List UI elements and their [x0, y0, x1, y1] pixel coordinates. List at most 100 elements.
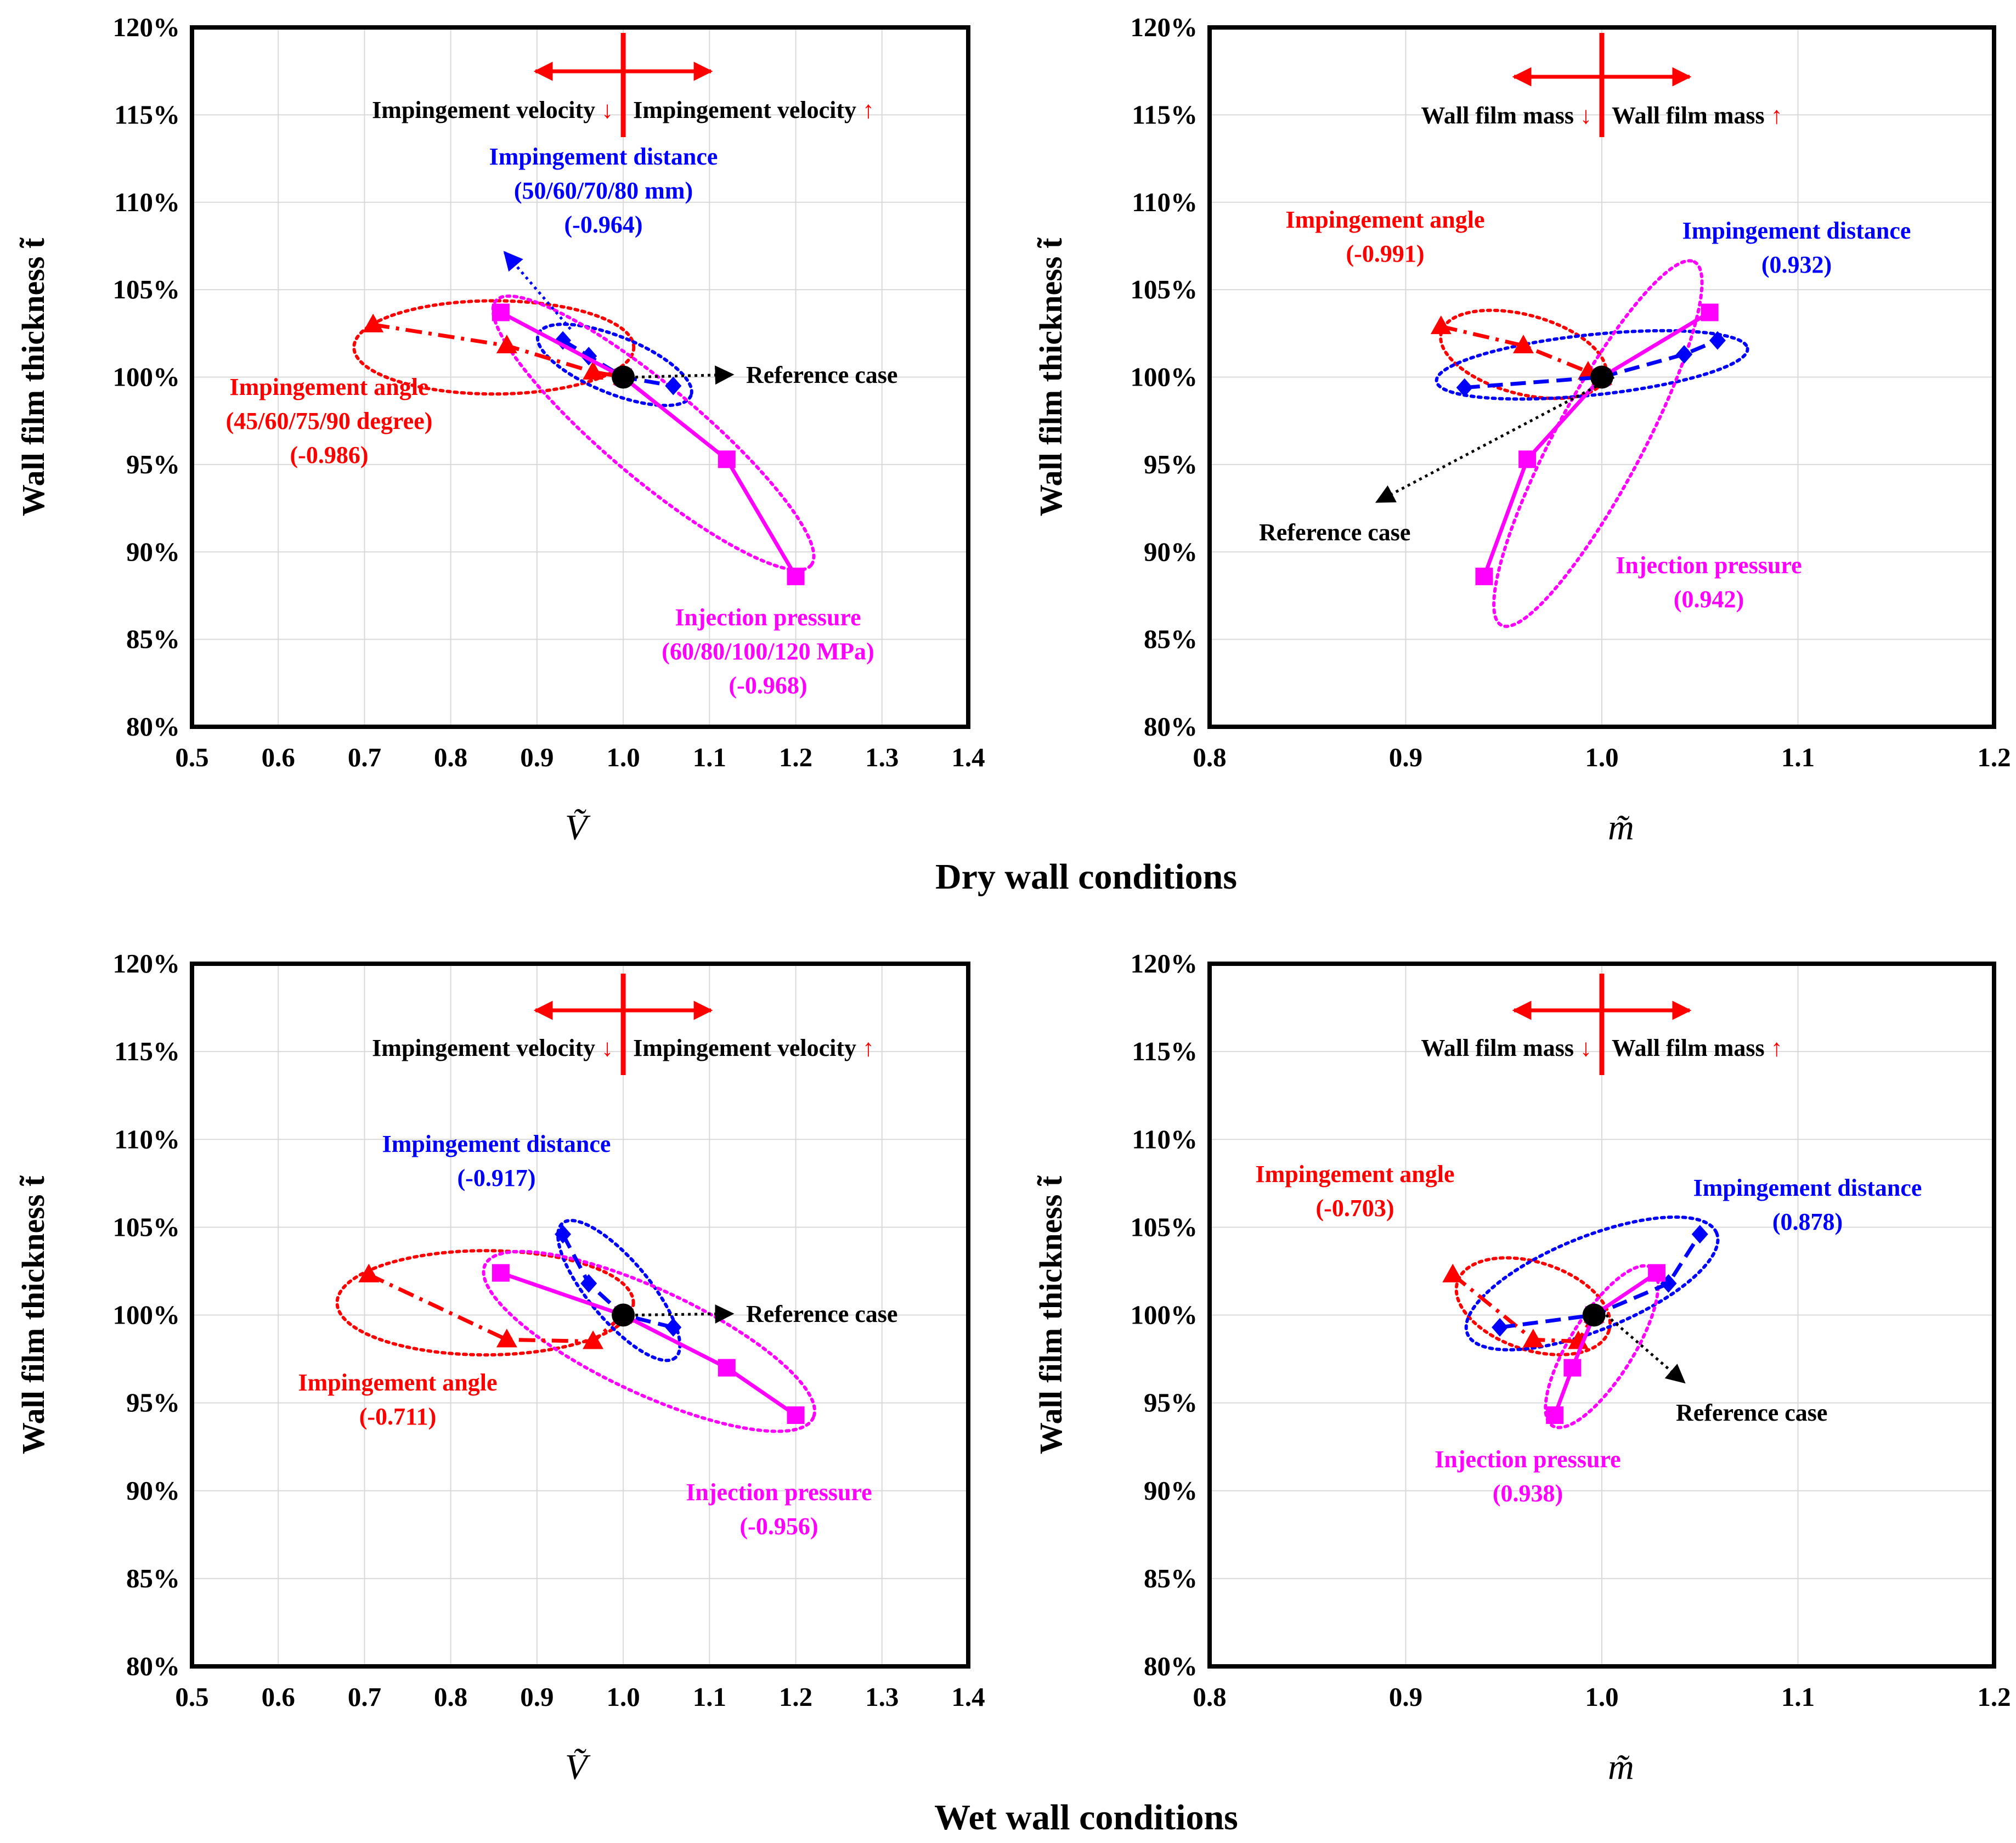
- group-ellipse: [556, 1219, 682, 1363]
- data-point-diamond: [1492, 1318, 1509, 1337]
- y-tick-label: 90%: [1144, 536, 1198, 567]
- data-point-diamond: [555, 1225, 572, 1244]
- panel-wet-velocity: 0.5 0.6 0.7 0.8 0.9 1.0 1.1 1.2 1.3 1.4 80% 85% 90% 9…: [15, 948, 985, 1787]
- data-point-square: [787, 567, 805, 585]
- y-tick-label: 95%: [1144, 449, 1198, 479]
- data-point-square: [492, 1264, 510, 1282]
- y-tick-label: 110%: [1132, 187, 1198, 217]
- series-label: (-0.968): [729, 672, 807, 699]
- y-tick-label: 80%: [126, 711, 180, 742]
- series-label: Injection pressure: [1435, 1446, 1620, 1473]
- data-point-triangle: [1430, 315, 1452, 335]
- dry-conditions-caption: Dry wall conditions: [935, 857, 1237, 897]
- x-tick-label: 0.6: [262, 742, 295, 772]
- y-tick-label: 115%: [114, 99, 180, 129]
- series-label: Impingement distance: [1693, 1174, 1922, 1201]
- y-tick-label: 115%: [114, 1036, 180, 1066]
- series-line: [372, 323, 624, 379]
- series-label: Impingement distance: [382, 1130, 611, 1157]
- series-label: Impingement distance: [489, 143, 718, 170]
- data-point-triangle: [583, 360, 604, 380]
- y-tick-label: 95%: [126, 449, 180, 479]
- reference-point: [1590, 365, 1613, 389]
- reference-label: Reference case: [746, 361, 897, 388]
- reference-arrow: [1605, 1314, 1686, 1384]
- y-tick-label: 80%: [1144, 1651, 1198, 1681]
- data-point-triangle: [1522, 1328, 1544, 1348]
- y-tick-label: 95%: [1144, 1388, 1198, 1418]
- reference-label: Reference case: [1259, 519, 1410, 546]
- data-point-square: [1563, 1359, 1582, 1377]
- y-axis-label: Wall film thickness t̃: [15, 1175, 51, 1454]
- series-line: [500, 310, 798, 578]
- data-point-square: [1648, 1264, 1666, 1282]
- y-tick-label: 95%: [126, 1388, 180, 1418]
- series-label: Injection pressure: [675, 604, 861, 631]
- data-point-square: [718, 1359, 736, 1377]
- series-label: Injection pressure: [1616, 552, 1802, 579]
- series-label: (45/60/75/90 degree): [226, 408, 433, 434]
- y-tick-label: 100%: [113, 1300, 180, 1330]
- y-tick-label: 120%: [1131, 12, 1198, 42]
- group-ellipse: [1464, 1215, 1720, 1352]
- series-label: Impingement angle: [1286, 206, 1485, 233]
- x-tick-label: 0.6: [262, 1682, 295, 1712]
- data-point-diamond: [665, 376, 682, 395]
- data-point-square: [787, 1406, 805, 1424]
- series-label: Impingement angle: [1256, 1161, 1455, 1188]
- y-tick-label: 85%: [1144, 1563, 1198, 1593]
- x-tick-label: 0.8: [434, 742, 467, 772]
- series-line: [1552, 1271, 1658, 1416]
- y-tick-label: 115%: [1132, 1036, 1198, 1066]
- y-tick-label: 85%: [126, 624, 180, 654]
- wet-conditions-caption: Wet wall conditions: [934, 1797, 1238, 1838]
- series-line: [1482, 310, 1711, 578]
- y-tick-label: 80%: [1144, 711, 1198, 742]
- x-tick-label: 0.9: [1389, 1682, 1422, 1712]
- data-point-triangle: [496, 1328, 517, 1348]
- y-tick-label: 100%: [1131, 1300, 1198, 1330]
- increase-label: Wall film mass ↑: [1612, 1034, 1783, 1061]
- series-label: (-0.964): [564, 211, 643, 238]
- data-point-triangle: [583, 1330, 604, 1349]
- plot-frame: [1207, 25, 1996, 729]
- y-tick-label: 100%: [1131, 362, 1198, 392]
- series-label: Injection pressure: [686, 1479, 872, 1506]
- y-tick-label: 105%: [113, 1212, 180, 1242]
- x-tick-label: 0.9: [1389, 742, 1422, 772]
- series-line: [1499, 1233, 1702, 1330]
- y-tick-label: 90%: [126, 1475, 180, 1506]
- data-point-square: [492, 303, 510, 321]
- x-tick-label: 1.0: [1585, 742, 1618, 772]
- data-point-square: [1701, 303, 1719, 321]
- series-label: (-0.986): [290, 442, 369, 468]
- data-point-diamond: [1676, 345, 1693, 364]
- group-ellipse: [1435, 329, 1749, 401]
- panel-wet-mass: 0.8 0.9 1.0 1.1 1.2 80% 85% 90% 95% 100% 105% 110% 1…: [1033, 948, 2011, 1787]
- decrease-label: Wall film mass ↓: [1421, 102, 1592, 129]
- x-tick-label: 0.5: [175, 1682, 208, 1712]
- decrease-label: Impingement velocity ↓: [372, 97, 613, 123]
- x-tick-label: 1.2: [779, 1682, 812, 1712]
- data-point-diamond: [1691, 1225, 1708, 1244]
- y-tick-label: 120%: [1131, 948, 1198, 979]
- data-point-triangle: [496, 335, 517, 354]
- decrease-label: Wall film mass ↓: [1421, 1034, 1592, 1061]
- series-label: Impingement distance: [1682, 217, 1911, 244]
- data-point-triangle: [1513, 335, 1534, 354]
- data-point-triangle: [1442, 1263, 1464, 1282]
- panel-dry-velocity: 0.5 0.6 0.7 0.8 0.9 1.0 1.1 1.2 1.3 1.4 80% 85% 90% 9…: [15, 12, 985, 847]
- data-point-triangle: [358, 1263, 380, 1282]
- data-point-triangle: [363, 313, 384, 332]
- series-label: Impingement angle: [298, 1369, 498, 1396]
- series-label: (-0.711): [359, 1403, 437, 1430]
- reference-label: Reference case: [1676, 1399, 1827, 1426]
- x-tick-label: 1.3: [865, 742, 899, 772]
- y-tick-label: 105%: [113, 274, 180, 304]
- y-tick-label: 85%: [1144, 624, 1198, 654]
- x-tick-label: 0.8: [434, 1682, 467, 1712]
- increase-label: Impingement velocity ↑: [633, 1034, 874, 1061]
- series-line: [1464, 338, 1719, 390]
- x-tick-label: 1.1: [693, 1682, 726, 1712]
